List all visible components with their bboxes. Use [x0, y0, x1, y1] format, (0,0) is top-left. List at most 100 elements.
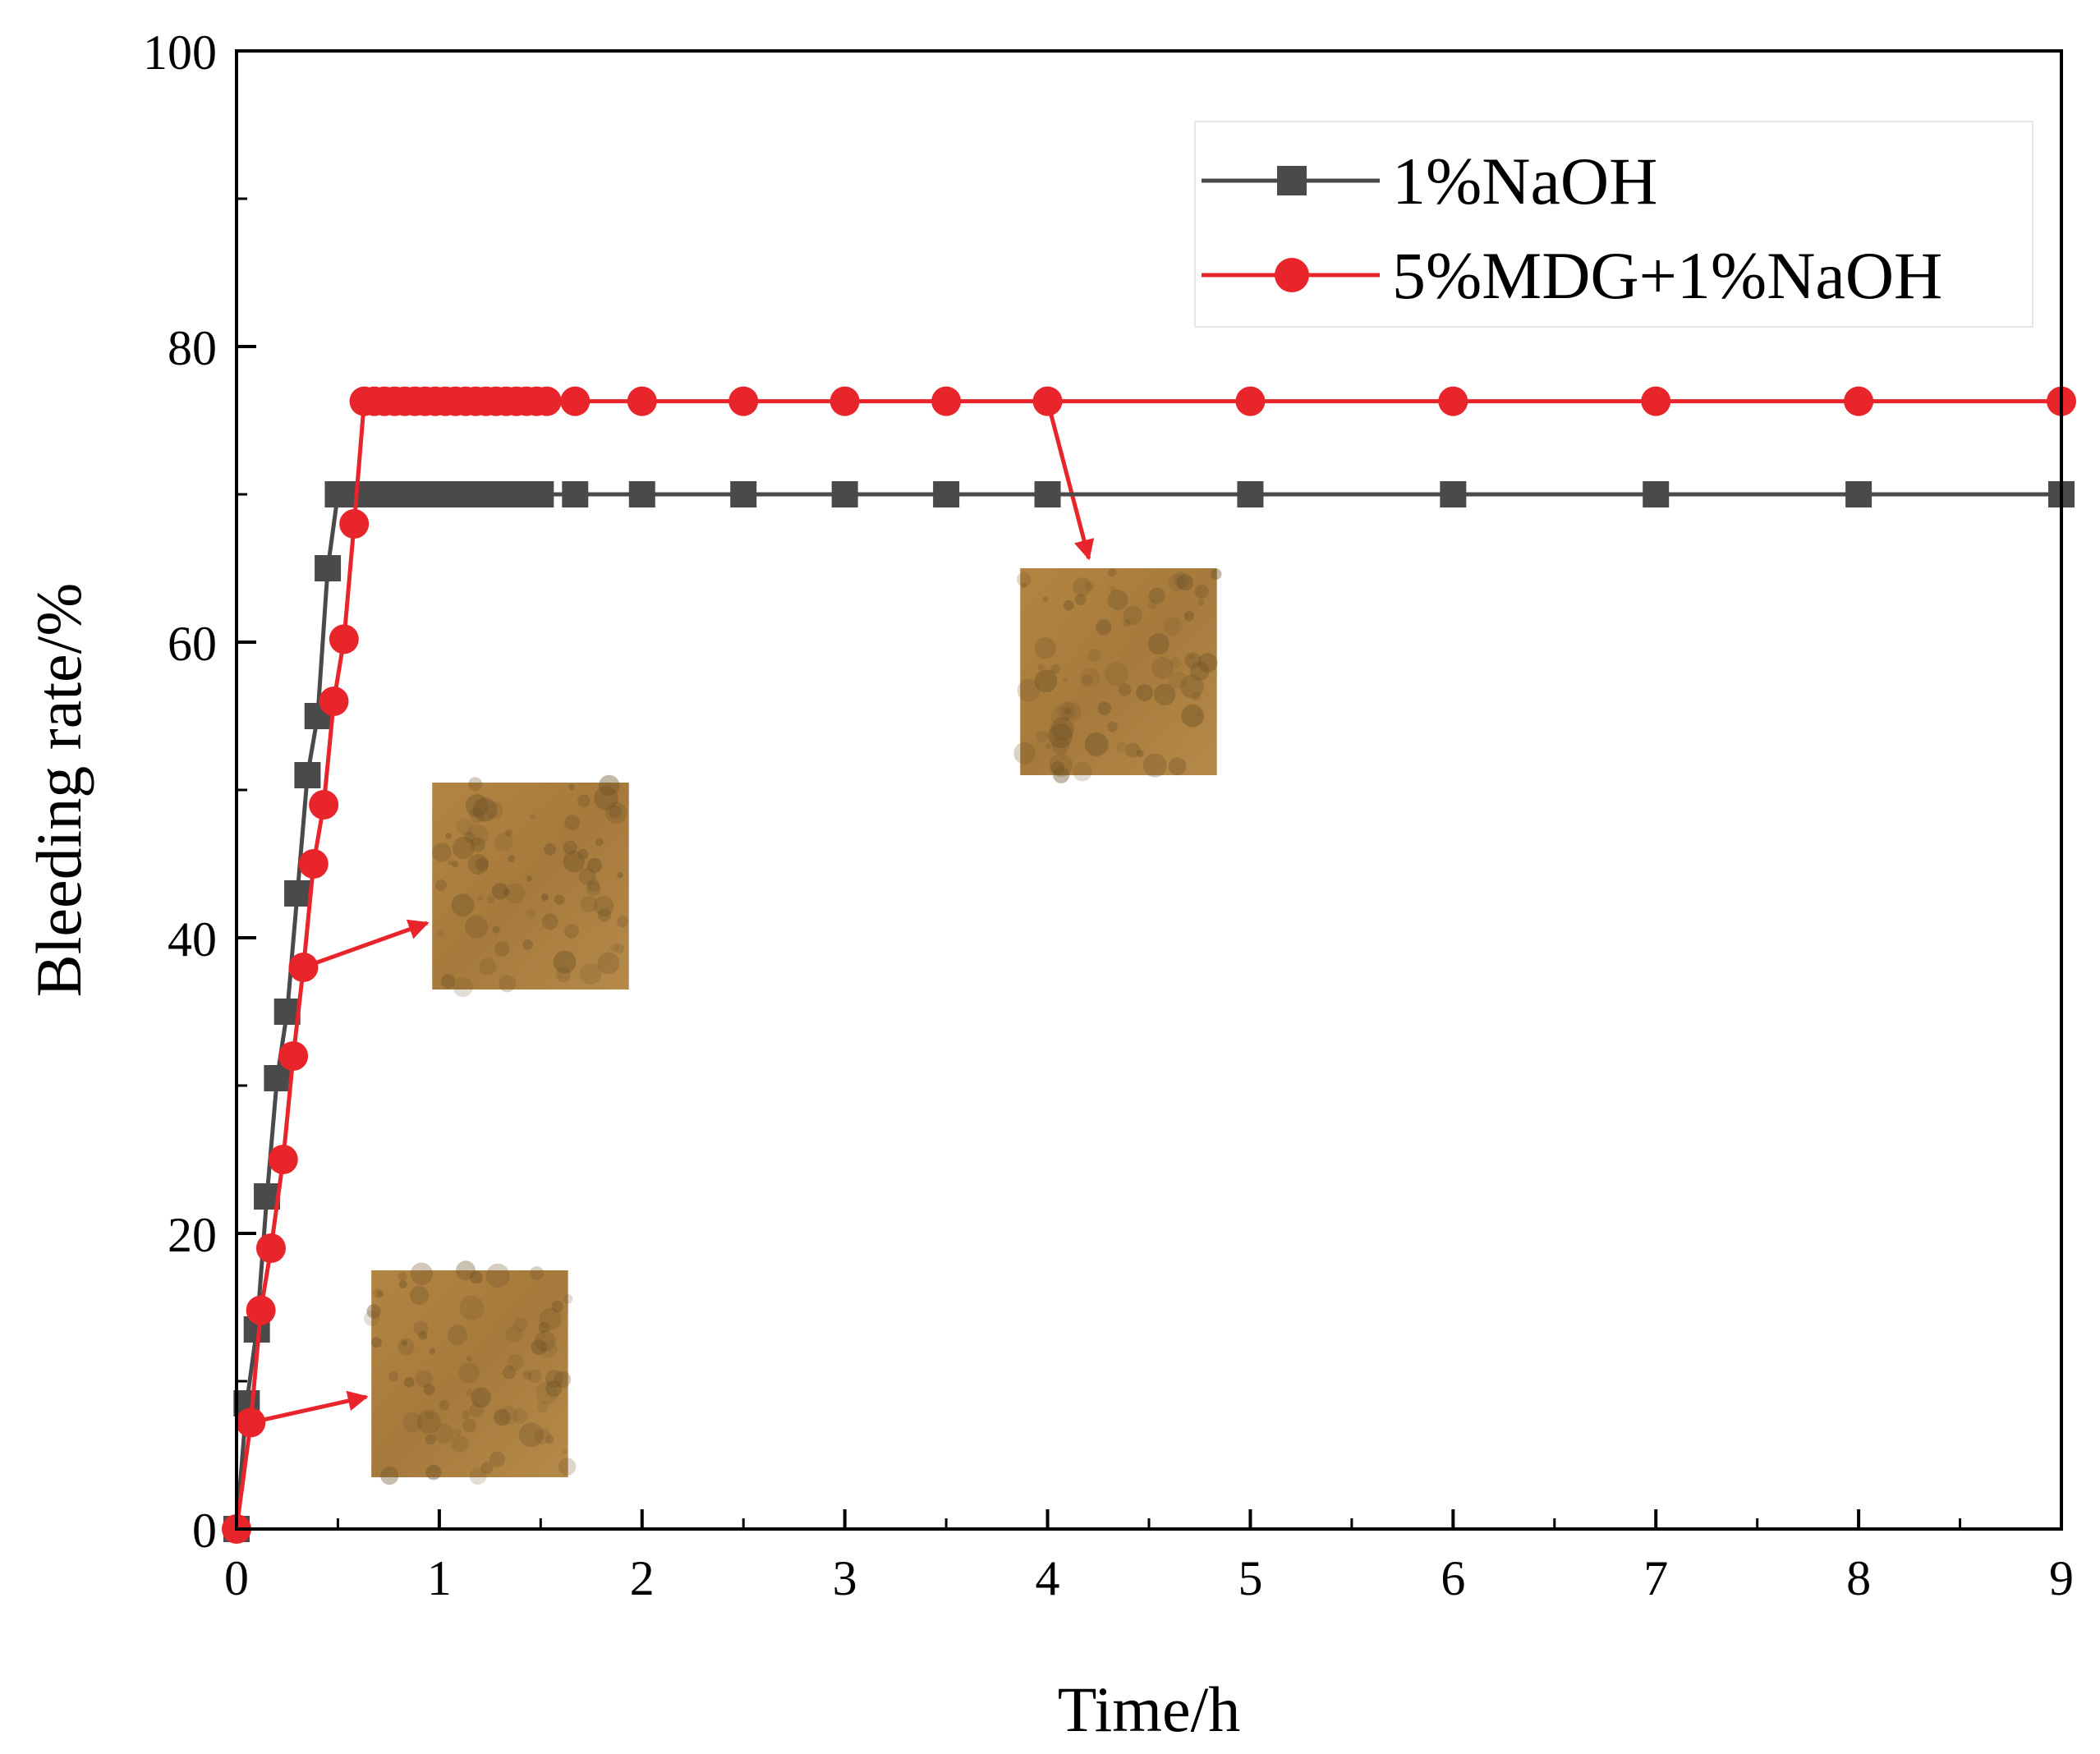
photo-speckle [563, 851, 585, 873]
photo-speckle [545, 1370, 563, 1389]
data-point [560, 386, 590, 416]
photo-speckle [1179, 674, 1204, 699]
photo-speckle [1061, 701, 1082, 721]
photo-speckle [597, 952, 620, 975]
photo-speckle [1037, 663, 1045, 671]
data-point [1438, 386, 1468, 416]
photo-speckle [470, 837, 485, 852]
photo-speckle [485, 1263, 510, 1288]
photo-speckle [486, 895, 495, 904]
legend-marker [1275, 258, 1309, 292]
photo-speckle [605, 801, 627, 824]
x-tick-label: 5 [1238, 1551, 1262, 1605]
photo-speckle [535, 1381, 558, 1405]
legend-item-2: 5%MDG+1%NaOH [1202, 238, 1942, 313]
photo-speckle [1210, 568, 1222, 580]
photo-speckle [429, 1348, 436, 1355]
photo-speckle [586, 857, 603, 874]
photo-speckle [401, 1340, 407, 1347]
photo-speckle [562, 1449, 568, 1454]
photo-speckle [410, 1262, 434, 1286]
data-point [562, 481, 589, 507]
photo-early-arrow [250, 1390, 369, 1425]
photo-speckle [475, 857, 489, 871]
y-tick-label: 80 [168, 321, 217, 375]
photo-speckle [1116, 742, 1127, 752]
photo-speckle [469, 1467, 487, 1485]
photo-speckle [410, 1285, 430, 1306]
photo-speckle [504, 883, 526, 904]
photo-speckle [535, 1428, 551, 1444]
photo-speckle [587, 879, 600, 892]
x-tick-label: 1 [427, 1551, 452, 1605]
photo-speckle [1107, 721, 1118, 732]
data-point [278, 1041, 309, 1071]
legend-marker [1277, 166, 1307, 195]
x-tick-label: 8 [1846, 1551, 1871, 1605]
photo-speckle [1167, 574, 1185, 592]
photo-speckle [1125, 742, 1141, 758]
photo-speckle [452, 837, 475, 860]
photo-speckle [494, 832, 513, 852]
photo-speckle [554, 894, 565, 905]
y-tick-label: 40 [168, 912, 217, 967]
photo-speckle [563, 1293, 573, 1304]
x-tick-label: 7 [1643, 1551, 1668, 1605]
photo-speckle [1151, 656, 1174, 679]
data-point [730, 481, 757, 507]
data-point [933, 481, 960, 507]
photo-speckle [1036, 730, 1049, 742]
photo-speckle [1064, 706, 1072, 714]
photo-speckle [522, 939, 534, 950]
x-tick-label: 6 [1441, 1551, 1465, 1605]
photo-speckle [423, 1384, 435, 1396]
photo-speckle [1194, 585, 1209, 599]
data-point [294, 762, 321, 788]
x-axis-title: Time/h [1058, 1674, 1241, 1745]
photo-speckle [527, 1369, 542, 1383]
data-point [255, 1233, 286, 1263]
photo-speckle [418, 1330, 428, 1340]
photo-speckle [452, 861, 459, 868]
series-2 [222, 386, 2076, 1544]
photo-speckle [1050, 717, 1074, 741]
photo-speckle [1034, 669, 1058, 693]
photo-speckle [397, 1338, 415, 1356]
photo-speckle [1176, 574, 1193, 591]
photo-speckle [456, 1260, 476, 1281]
photo-speckle [540, 893, 549, 902]
data-point [339, 509, 370, 539]
data-point [627, 386, 657, 416]
photo-speckle [597, 908, 612, 922]
series-1 [223, 481, 2075, 1542]
photo-speckle [466, 1356, 472, 1362]
photo-speckle [586, 881, 601, 897]
photo-speckle [425, 1434, 436, 1445]
photo-speckle [541, 913, 558, 930]
photo-speckle [503, 888, 511, 896]
data-point [1032, 386, 1063, 416]
photo-speckle [434, 879, 448, 892]
photo-speckle [445, 833, 452, 839]
photo-speckle [609, 805, 623, 820]
data-point [1643, 481, 1670, 507]
photo-speckle [448, 859, 454, 866]
photo-speckle [402, 1412, 423, 1433]
photo-speckle [425, 1411, 434, 1420]
photo-speckle [563, 840, 577, 855]
photo-speckle [1109, 585, 1116, 593]
photo-speckle [1147, 633, 1169, 655]
photo-speckle [544, 843, 557, 856]
photo-speckle [541, 893, 549, 901]
photo-speckle [1136, 684, 1154, 701]
photo-speckle [531, 1339, 547, 1356]
photo-speckle [593, 896, 614, 916]
photo-speckle [598, 774, 620, 797]
photo-speckle [1123, 605, 1143, 626]
photo-speckle [1163, 617, 1183, 636]
photo-speckle [1017, 679, 1041, 702]
photo-speckle [437, 929, 445, 938]
photo-speckle [479, 957, 497, 976]
photo-speckle [1084, 581, 1095, 591]
photo-speckle [1107, 567, 1117, 577]
